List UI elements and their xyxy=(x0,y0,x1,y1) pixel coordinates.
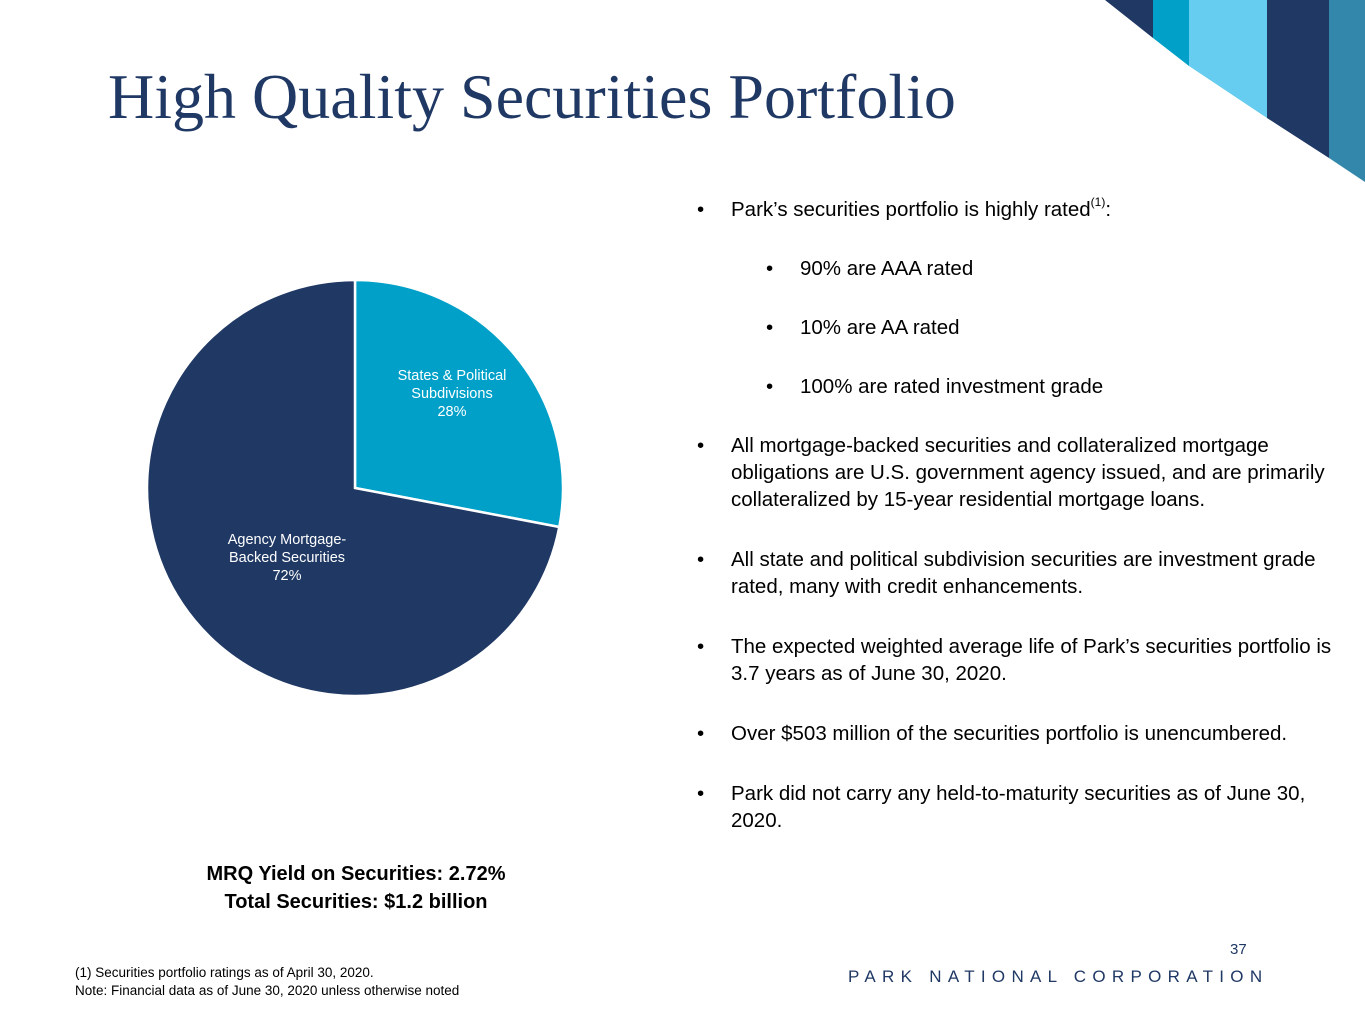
page-title: High Quality Securities Portfolio xyxy=(108,61,956,132)
footnote-ratings: (1) Securities portfolio ratings as of A… xyxy=(75,965,374,980)
sub-bullet-investment-grade: 100% are rated investment grade xyxy=(697,373,1337,400)
bullet-held-to-maturity: Park did not carry any held-to-maturity … xyxy=(697,780,1337,834)
securities-summary: MRQ Yield on Securities: 2.72% Total Sec… xyxy=(156,860,556,916)
sub-bullet-aaa: 90% are AAA rated xyxy=(697,255,1337,282)
footnote-marker: (1) xyxy=(1090,195,1106,210)
mrq-yield: MRQ Yield on Securities: 2.72% xyxy=(206,863,506,885)
bullet-weighted-average-life: The expected weighted average life of Pa… xyxy=(697,633,1337,687)
footnotes: (1) Securities portfolio ratings as of A… xyxy=(75,964,459,1000)
bullet-list: Park’s securities portfolio is highly ra… xyxy=(697,196,1337,834)
bullet-state-political: All state and political subdivision secu… xyxy=(697,546,1337,600)
bullet-mortgage-backed: All mortgage-backed securities and colla… xyxy=(697,432,1337,513)
sub-bullet-aa: 10% are AA rated xyxy=(697,314,1337,341)
pie-label-agency-mbs: Agency Mortgage-Backed Securities 72% xyxy=(228,532,347,584)
bullet-highly-rated: Park’s securities portfolio is highly ra… xyxy=(697,196,1337,223)
corner-stripes-decoration xyxy=(1105,0,1365,182)
company-name: PARK NATIONAL CORPORATION xyxy=(848,967,1269,986)
total-securities: Total Securities: $1.2 billion xyxy=(224,891,488,913)
footnote-note: Note: Financial data as of June 30, 2020… xyxy=(75,983,460,998)
bullet-unencumbered: Over $503 million of the securities port… xyxy=(697,720,1337,747)
page-number: 37 xyxy=(1230,941,1247,958)
pie-slice-agency-mbs xyxy=(145,278,561,698)
pie-label-states-political: States & Political Subdivisions 28% xyxy=(398,368,507,420)
pie-slice-states-political xyxy=(353,278,565,529)
pie-chart: States & Political Subdivisions 28% Agency … xyxy=(145,278,565,698)
